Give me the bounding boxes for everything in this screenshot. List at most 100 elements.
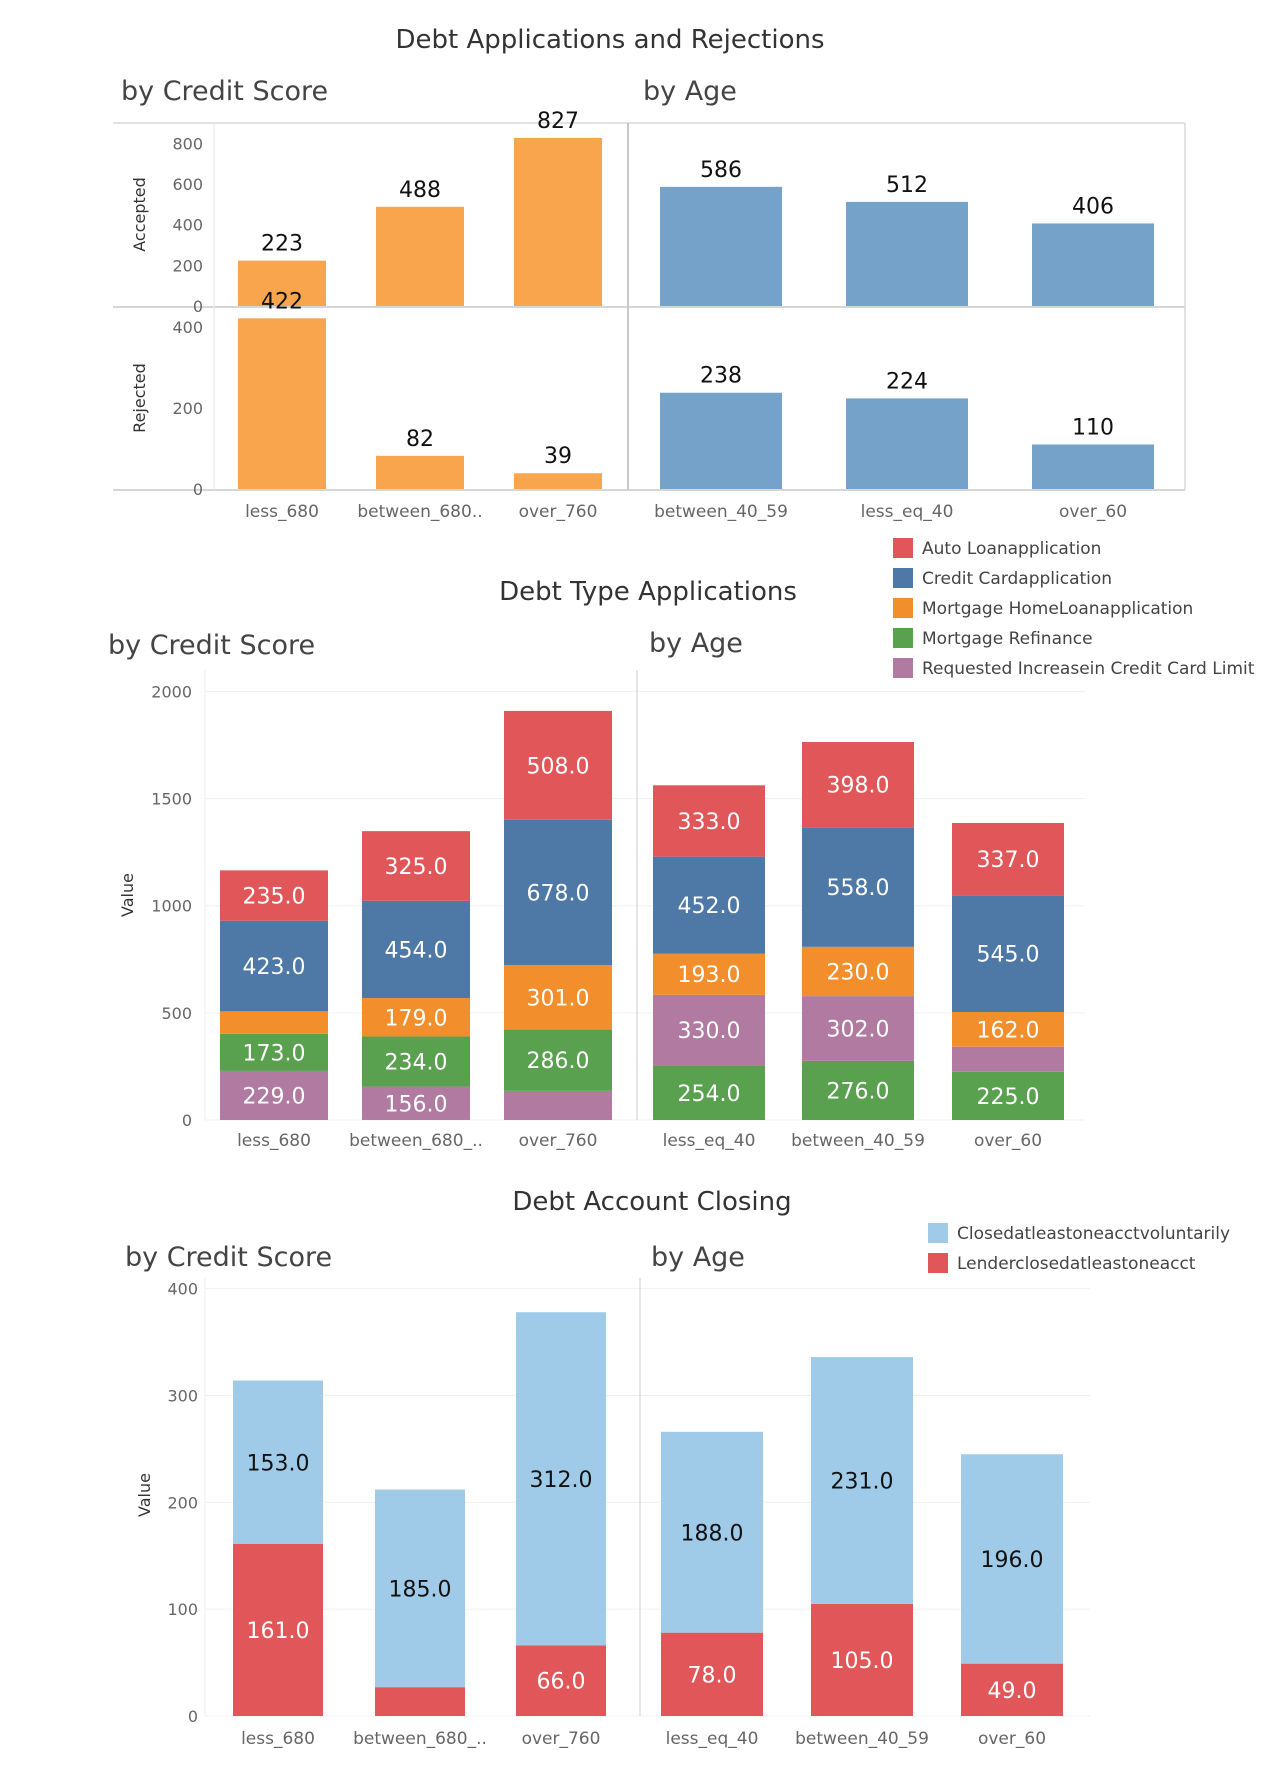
data-label: 406: [1072, 194, 1114, 219]
x-tick-label: less_680: [241, 1729, 315, 1749]
stack-segment: [220, 920, 328, 1012]
data-label: 312.0: [530, 1468, 593, 1493]
data-label: 173.0: [243, 1041, 306, 1066]
data-label: 558.0: [827, 876, 890, 901]
data-label: 423.0: [243, 955, 306, 980]
data-label: 302.0: [827, 1018, 890, 1043]
data-label: 508.0: [527, 754, 590, 779]
x-tick-label: less_eq_40: [663, 1131, 756, 1151]
data-label: 179.0: [385, 1006, 448, 1031]
y-tick-label: 500: [161, 1004, 192, 1023]
data-label: 325.0: [385, 855, 448, 880]
data-label: 39: [544, 444, 572, 469]
legend-label: Credit Cardapplication: [922, 569, 1112, 589]
data-label: 235.0: [243, 885, 306, 910]
data-label: 156.0: [385, 1092, 448, 1117]
data-label: 185.0: [389, 1577, 452, 1602]
bar: [660, 392, 782, 489]
data-label: 330.0: [678, 1019, 741, 1044]
subtitle-debt-type-age: by Age: [649, 628, 743, 659]
stack-segment: [802, 827, 914, 947]
stack-segment: [362, 1036, 470, 1087]
data-label: 161.0: [247, 1619, 310, 1644]
stack-segment: [362, 1086, 470, 1120]
x-tick-label: less_680: [237, 1131, 311, 1151]
legend-swatch: [893, 568, 913, 588]
section-title-debt-type: Debt Type Applications: [499, 577, 797, 607]
stack-segment: [504, 1090, 612, 1120]
data-label: 105.0: [831, 1649, 894, 1674]
stack-segment: [653, 994, 765, 1066]
closing-legend: Closedatleastoneacctvoluntarily Lenderclo…: [928, 1223, 1230, 1274]
stack-segment: [952, 1071, 1064, 1120]
bar: [660, 186, 782, 306]
y-tick-label: 0: [193, 297, 203, 316]
bar: [238, 318, 326, 489]
data-label: 188.0: [681, 1521, 744, 1546]
bar: [376, 206, 464, 306]
x-tick-label: between_40_59: [795, 1729, 929, 1749]
data-label: 512: [886, 173, 928, 198]
y-tick-label: 1000: [151, 897, 192, 916]
y-tick-label: 0: [188, 1707, 198, 1726]
data-label: 196.0: [981, 1548, 1044, 1573]
legend-label: Auto Loanapplication: [922, 539, 1101, 559]
y-axis-label: Value: [118, 873, 137, 917]
data-label: 545.0: [977, 943, 1040, 968]
legend-swatch: [893, 538, 913, 558]
legend-swatch: [928, 1253, 948, 1273]
stack-segment: [516, 1645, 606, 1716]
stack-segment: [504, 965, 612, 1030]
y-tick-label: 200: [167, 1493, 198, 1512]
x-tick-label: between_680..: [357, 502, 482, 522]
row-axis-label: Accepted: [130, 177, 149, 252]
stack-segment: [220, 1011, 328, 1034]
stack-segment: [952, 823, 1064, 896]
legend-label: Mortgage HomeLoanapplication: [922, 599, 1193, 619]
data-label: 422: [261, 289, 303, 314]
data-label: 488: [399, 178, 441, 203]
stack-segment: [362, 998, 470, 1037]
stack-segment: [811, 1603, 913, 1716]
stack-segment: [653, 1065, 765, 1120]
data-label: 66.0: [537, 1670, 586, 1695]
stack-segment: [362, 900, 470, 999]
data-label: 193.0: [678, 963, 741, 988]
x-tick-label: over_60: [974, 1131, 1042, 1151]
data-label: 301.0: [527, 986, 590, 1011]
data-label: 586: [700, 158, 742, 183]
x-tick-label: less_680: [245, 502, 319, 522]
data-label: 231.0: [831, 1469, 894, 1494]
data-label: 110: [1072, 416, 1114, 441]
legend-swatch: [928, 1223, 948, 1243]
stack-segment: [802, 946, 914, 997]
y-tick-label: 2000: [151, 682, 192, 701]
data-label: 254.0: [678, 1082, 741, 1107]
stack-segment: [220, 870, 328, 921]
stack-segment: [952, 1012, 1064, 1047]
y-tick-label: 0: [182, 1111, 192, 1130]
y-tick-label: 600: [172, 175, 203, 194]
x-tick-label: over_760: [519, 1131, 598, 1151]
data-label: 230.0: [827, 961, 890, 986]
data-label: 398.0: [827, 774, 890, 799]
legend-label: Lenderclosedatleastoneacct: [957, 1254, 1196, 1274]
stack-segment: [504, 819, 612, 966]
data-label: 78.0: [688, 1663, 737, 1688]
data-label: 153.0: [247, 1451, 310, 1476]
applications-chart: 800 600 400 200 0 Accepted 223 488 827 586 512 406 4…: [113, 109, 1186, 522]
stack-segment: [661, 1431, 763, 1633]
y-tick-label: 200: [172, 256, 203, 275]
row-axis-label: Rejected: [130, 363, 149, 433]
stack-segment: [811, 1357, 913, 1604]
x-tick-label: over_60: [978, 1729, 1046, 1749]
x-tick-label: between_40_59: [654, 502, 788, 522]
legend-label: Closedatleastoneacctvoluntarily: [957, 1224, 1230, 1244]
stack-segment: [653, 953, 765, 995]
stack-segment: [653, 785, 765, 857]
y-tick-label: 100: [167, 1600, 198, 1619]
bar: [238, 260, 326, 306]
y-axis-label: Value: [135, 1473, 154, 1517]
data-label: 224: [886, 369, 928, 394]
